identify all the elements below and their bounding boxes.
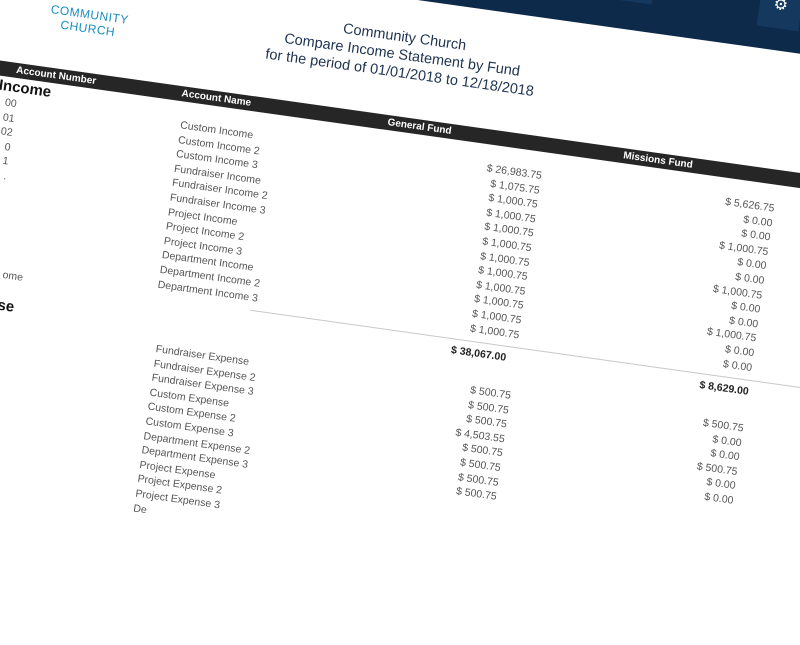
income-total-missions: $ 8,629.00 [698, 379, 750, 398]
income-general-values: $ 26,983.75 $ 1,075.75 $ 1,000.75 $ 1,000.7… [419, 155, 542, 342]
nav-tab[interactable] [577, 0, 658, 5]
income-account-numbers: 00 01 02 0 1. [0, 89, 18, 184]
nav-reports-tab[interactable]: REPORTS [657, 0, 737, 16]
header-general-fund[interactable]: General Fund [386, 117, 453, 137]
income-missions-values: $ 5,626.75 $ 0.00 $ 0.00 $ 1,000.75 $ 0.00 $ … [652, 188, 775, 375]
expense-names: Fundraiser Expense Fundraiser Expense 2 Fu… [132, 342, 263, 530]
expense-heading: nse [0, 295, 16, 316]
income-total-label: ome [1, 269, 24, 284]
logo-text: COMMUNITY CHURCH [49, 2, 130, 40]
expense-missions-values: $ 500.75 $ 0.00 $ 0.00 $ 500.75 $ 0.00 $ 0.00 [633, 408, 744, 509]
expense-general-values: $ 500.75 $ 500.75 $ 500.75 $ 4,503.55 $ 500.… [396, 375, 512, 505]
logo: COMMUNITY CHURCH [27, 0, 154, 44]
gear-icon[interactable]: ⚙ [756, 0, 800, 32]
header-account-name[interactable]: Account Name [180, 88, 252, 109]
report-page: REPORTS ⚙ COMMUNITY CHURCH Community Chu… [0, 0, 800, 530]
income-total-general: $ 38,067.00 [450, 344, 507, 364]
header-missions-fund[interactable]: Missions Fund [622, 150, 694, 171]
income-names: Custom Income Custom Income 2 Custom Incom… [157, 118, 281, 305]
